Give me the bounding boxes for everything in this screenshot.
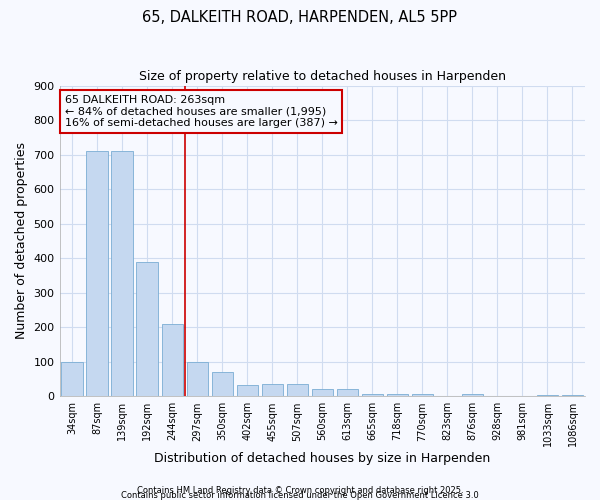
Bar (537, 394, 558, 396)
X-axis label: Distribution of detached houses by size in Harpenden: Distribution of detached houses by size … (154, 452, 490, 465)
Bar (86, 151, 108, 396)
Bar (212, 372, 233, 396)
Bar (61, 362, 83, 396)
Text: Contains HM Land Registry data © Crown copyright and database right 2025.: Contains HM Land Registry data © Crown c… (137, 486, 463, 495)
Bar (412, 394, 433, 396)
Bar (311, 390, 333, 396)
Bar (562, 394, 583, 396)
Bar (387, 394, 408, 396)
Text: 65, DALKEITH ROAD, HARPENDEN, AL5 5PP: 65, DALKEITH ROAD, HARPENDEN, AL5 5PP (143, 10, 458, 25)
Bar (462, 394, 483, 396)
Bar (236, 386, 258, 396)
Text: Contains public sector information licensed under the Open Government Licence 3.: Contains public sector information licen… (121, 491, 479, 500)
Bar (136, 262, 158, 396)
Bar (287, 384, 308, 396)
Bar (362, 394, 383, 396)
Bar (112, 151, 133, 396)
Bar (337, 388, 358, 396)
Bar (262, 384, 283, 396)
Title: Size of property relative to detached houses in Harpenden: Size of property relative to detached ho… (139, 70, 506, 83)
Text: 65 DALKEITH ROAD: 263sqm
← 84% of detached houses are smaller (1,995)
16% of sem: 65 DALKEITH ROAD: 263sqm ← 84% of detach… (65, 95, 338, 128)
Y-axis label: Number of detached properties: Number of detached properties (15, 142, 28, 340)
Bar (161, 324, 183, 396)
Bar (187, 362, 208, 396)
